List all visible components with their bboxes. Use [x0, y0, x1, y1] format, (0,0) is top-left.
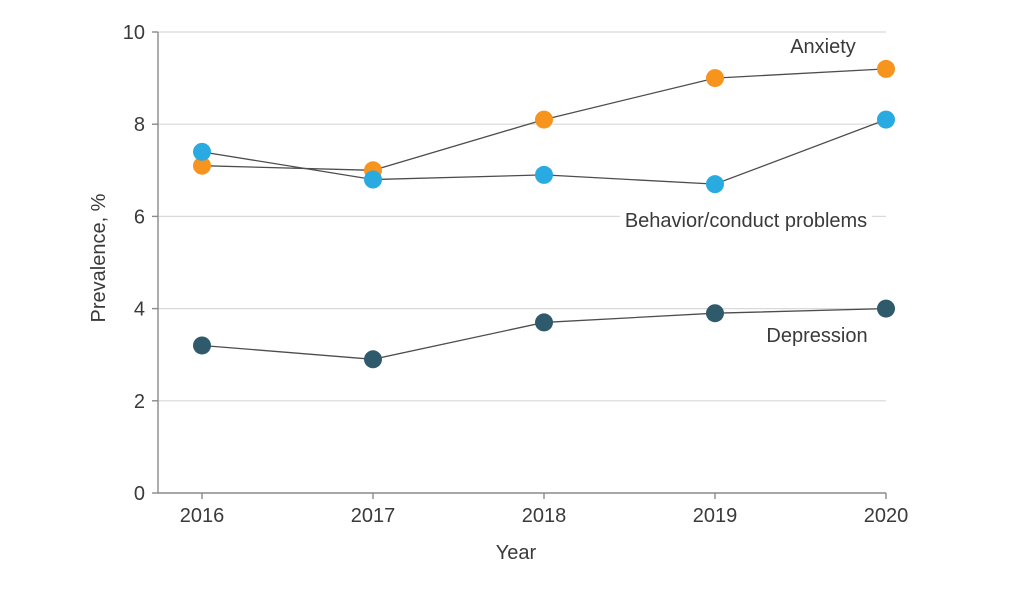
data-point-s2-2016: [193, 336, 211, 355]
data-point-s1-2016: [193, 142, 211, 161]
data-point-s0-2016: [193, 156, 211, 175]
data-point-s2-2017: [364, 350, 382, 369]
x-tick-label-2018: 2018: [522, 505, 567, 527]
data-point-s2-2018: [535, 313, 553, 332]
y-tick-label-10: 10: [123, 22, 145, 44]
series-label-anxiety: Anxiety: [790, 36, 856, 58]
y-tick-label-8: 8: [134, 114, 145, 136]
y-tick-label-6: 6: [134, 206, 145, 228]
series-label-depression: Depression: [766, 325, 868, 347]
y-tick-label-4: 4: [134, 299, 145, 321]
x-tick-label-2019: 2019: [693, 505, 738, 527]
data-point-s2-2019: [706, 304, 724, 323]
data-point-s0-2018: [535, 110, 553, 129]
data-point-s0-2019: [706, 69, 724, 88]
x-tick-label-2016: 2016: [180, 505, 225, 527]
data-point-s0-2020: [877, 59, 895, 78]
y-axis-title: Prevalence, %: [88, 193, 110, 323]
data-point-s1-2020: [877, 110, 895, 129]
y-tick-label-2: 2: [134, 391, 145, 413]
series-label-behavior-conduct-problems: Behavior/conduct problems: [619, 211, 873, 231]
data-point-s1-2017: [364, 170, 382, 189]
data-point-s1-2019: [706, 175, 724, 194]
y-tick-label-0: 0: [134, 483, 145, 505]
x-tick-label-2017: 2017: [351, 505, 396, 527]
x-tick-label-2020: 2020: [864, 505, 909, 527]
data-point-s1-2018: [535, 165, 553, 184]
x-axis-title: Year: [495, 542, 537, 564]
data-point-s2-2020: [877, 299, 895, 318]
